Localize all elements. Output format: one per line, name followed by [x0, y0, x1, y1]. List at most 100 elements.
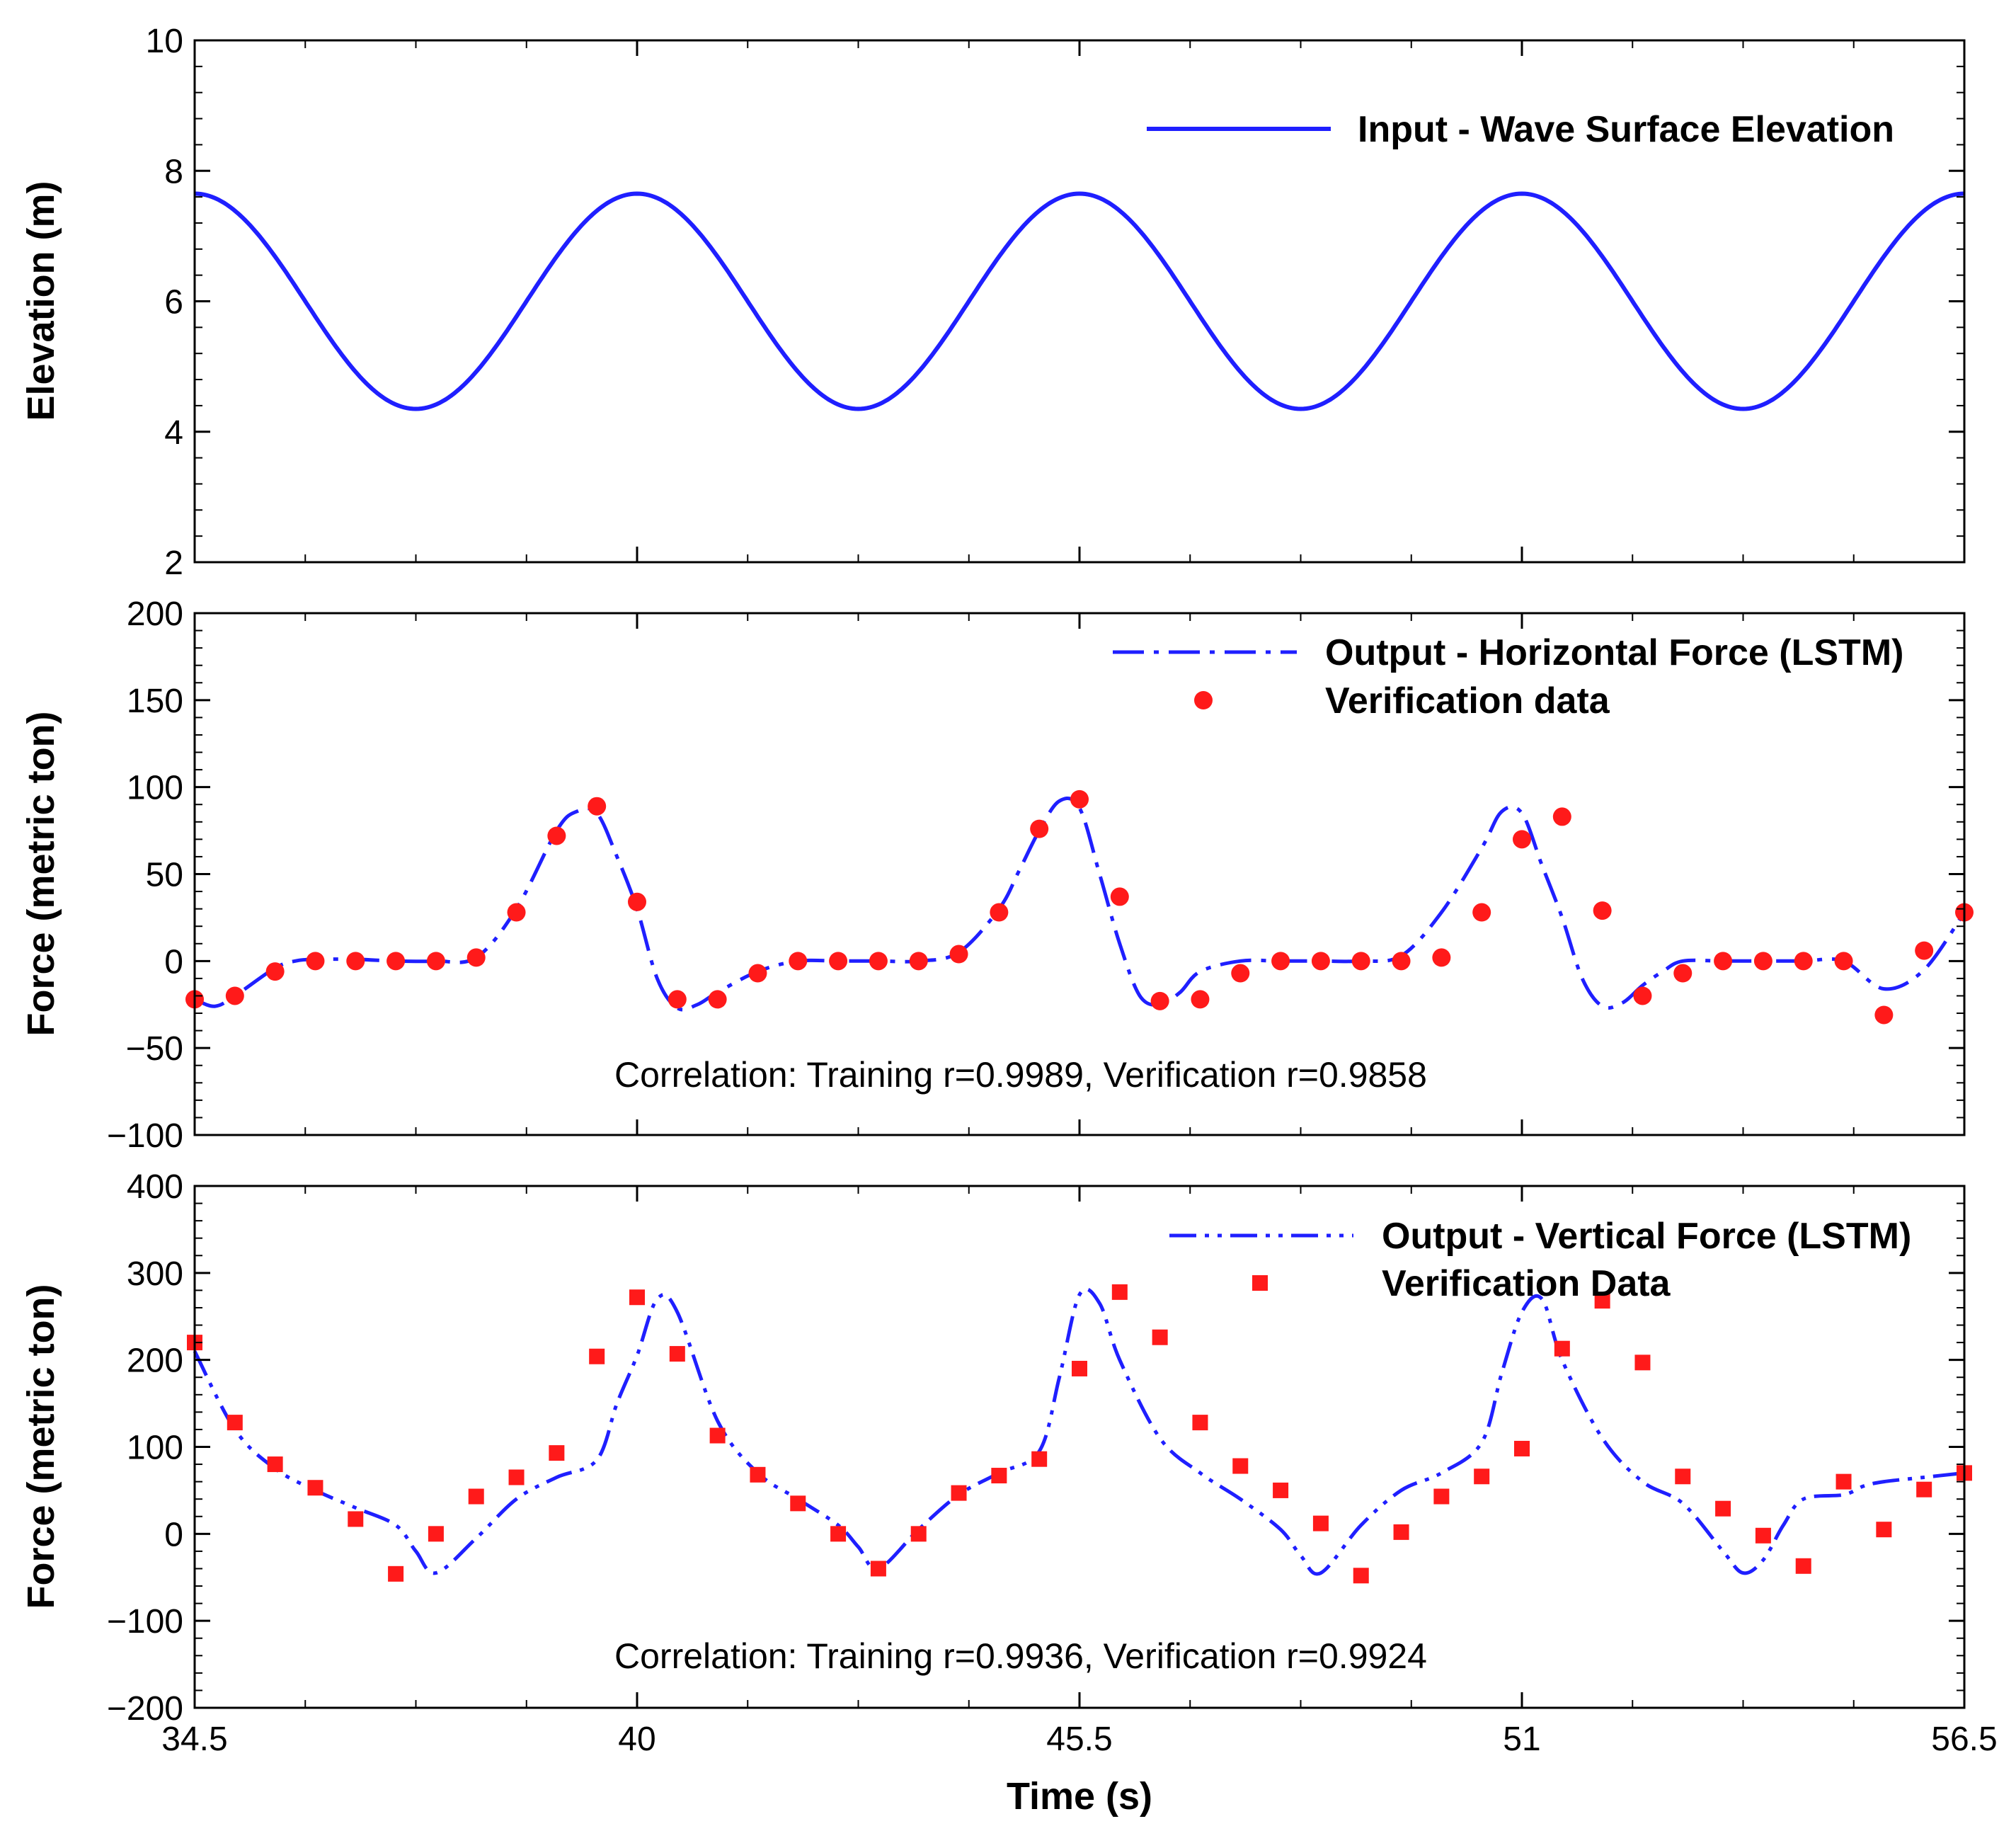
verification-point: [1673, 964, 1693, 983]
verification-point: [466, 948, 486, 967]
panel-elevation-ylabel: Elevation (m): [20, 181, 62, 421]
y-tick-label: 200: [127, 1342, 183, 1380]
verification-point: [428, 1526, 444, 1542]
y-tick-label: 6: [164, 284, 183, 321]
y-tick-label: 100: [127, 1430, 183, 1467]
verification-point: [549, 1445, 565, 1461]
x-axis-title: Time (s): [1007, 1775, 1152, 1818]
x-tick-label: 34.5: [161, 1721, 227, 1758]
x-tick-label: 51: [1503, 1721, 1540, 1758]
verification-point: [1874, 1005, 1894, 1025]
legend-label-elevation: Input - Wave Surface Elevation: [1358, 109, 1894, 150]
verification-point: [225, 986, 244, 1005]
verification-point: [1191, 990, 1210, 1009]
verification-point: [910, 1526, 927, 1542]
verification-point: [1070, 789, 1089, 809]
y-tick-label: 100: [127, 770, 183, 807]
verification-point: [348, 1511, 364, 1527]
legend-marker-vertical-verification: [1252, 1275, 1268, 1291]
verification-point: [1753, 952, 1772, 971]
y-tick-label: 300: [127, 1255, 183, 1293]
verification-point: [1150, 991, 1169, 1010]
verification-point: [1110, 887, 1129, 906]
panel-vertical-force-series: [187, 1284, 1972, 1584]
panel-horizontal-force: −100 −50 0 50 100 150 200 Force (metric ton) C…: [20, 595, 1974, 1155]
verification-point: [1030, 819, 1049, 838]
verification-point: [748, 964, 767, 983]
verification-point: [1152, 1329, 1168, 1345]
verification-point: [1715, 1500, 1731, 1517]
series-line-lstm: [194, 797, 1966, 1012]
verification-point: [1192, 1415, 1208, 1431]
verification-point: [1353, 1568, 1369, 1584]
y-tick-label: 0: [164, 943, 183, 981]
y-tick-label: 2: [164, 544, 183, 582]
verification-point: [1916, 1481, 1932, 1498]
verification-point: [1393, 1524, 1409, 1540]
verification-point: [1271, 952, 1290, 971]
verification-point: [991, 1468, 1007, 1484]
verification-point: [869, 952, 888, 971]
verification-point: [829, 952, 848, 971]
verification-point: [1552, 807, 1571, 826]
legend-label-vertical-lstm: Output - Vertical Force (LSTM): [1382, 1216, 1911, 1257]
verification-point: [1232, 1458, 1249, 1474]
panel-vertical-force: −200 −100 0 100 200 300 400 34.5 40 45.5 51 56.5 Fo…: [20, 1168, 1998, 1818]
y-tick-label: 200: [127, 595, 183, 633]
verification-point: [1432, 948, 1451, 967]
y-tick-label: 400: [127, 1168, 183, 1206]
y-tick-label: 50: [146, 857, 183, 894]
y-tick-label: 150: [127, 683, 183, 720]
verification-point: [669, 1346, 685, 1362]
panel-horizontal-force-ticks: −100 −50 0 50 100 150 200: [107, 595, 1966, 1155]
verification-point: [1031, 1451, 1048, 1467]
verification-point: [951, 1485, 967, 1501]
panel-elevation-ticks: 2 4 6 8 10: [146, 23, 1966, 582]
verification-point: [1514, 1440, 1530, 1456]
panel-vertical-force-legend: Output - Vertical Force (LSTM) Verificat…: [1169, 1216, 1911, 1304]
panel-horizontal-force-ylabel: Force (metric ton): [20, 711, 62, 1036]
y-tick-label: 0: [164, 1516, 183, 1553]
verification-point: [629, 1289, 645, 1306]
verification-point: [1351, 952, 1370, 971]
legend-label-horizontal-lstm: Output - Horizontal Force (LSTM): [1325, 632, 1903, 673]
verification-point: [589, 1348, 605, 1364]
panel-vertical-force-annotation: Correlation: Training r=0.9936, Verifica…: [614, 1636, 1427, 1676]
panel-horizontal-force-annotation: Correlation: Training r=0.9989, Verifica…: [614, 1055, 1427, 1095]
verification-point: [668, 990, 687, 1009]
x-tick-label: 40: [618, 1721, 655, 1758]
panel-vertical-force-ticks: −200 −100 0 100 200 300 400 34.5 40 45.5 51 56.5: [107, 1168, 1998, 1758]
verification-point: [547, 826, 566, 845]
verification-point: [1794, 952, 1813, 971]
verification-point: [709, 1427, 726, 1444]
x-tick-label: 56.5: [1931, 1721, 1997, 1758]
verification-point: [265, 962, 285, 981]
verification-point: [1554, 1340, 1570, 1357]
panel-vertical-force-ylabel: Force (metric ton): [20, 1284, 62, 1609]
verification-point: [1072, 1360, 1087, 1376]
panel-elevation-legend: Input - Wave Surface Elevation: [1147, 109, 1894, 150]
verification-point: [628, 892, 646, 911]
verification-point: [1433, 1488, 1450, 1505]
y-tick-label: −100: [107, 1603, 183, 1641]
verification-point: [468, 1488, 484, 1505]
verification-point: [1634, 1354, 1651, 1371]
series-line-elevation: [194, 191, 1965, 411]
y-tick-label: −200: [107, 1690, 183, 1728]
verification-point: [1311, 952, 1330, 971]
verification-point: [870, 1561, 886, 1577]
verification-point: [508, 1469, 525, 1485]
verification-point: [1876, 1522, 1892, 1538]
verification-point: [507, 903, 526, 922]
verification-point: [1834, 952, 1853, 971]
verification-point: [307, 1480, 323, 1496]
verification-point: [1231, 964, 1250, 983]
y-tick-label: −50: [126, 1030, 183, 1068]
verification-point: [1915, 941, 1934, 960]
y-tick-label: −100: [107, 1117, 183, 1155]
y-tick-label: 10: [146, 23, 183, 60]
verification-point: [1714, 952, 1733, 971]
verification-point: [790, 1495, 806, 1512]
legend-label-vertical-verification: Verification Data: [1382, 1263, 1671, 1304]
